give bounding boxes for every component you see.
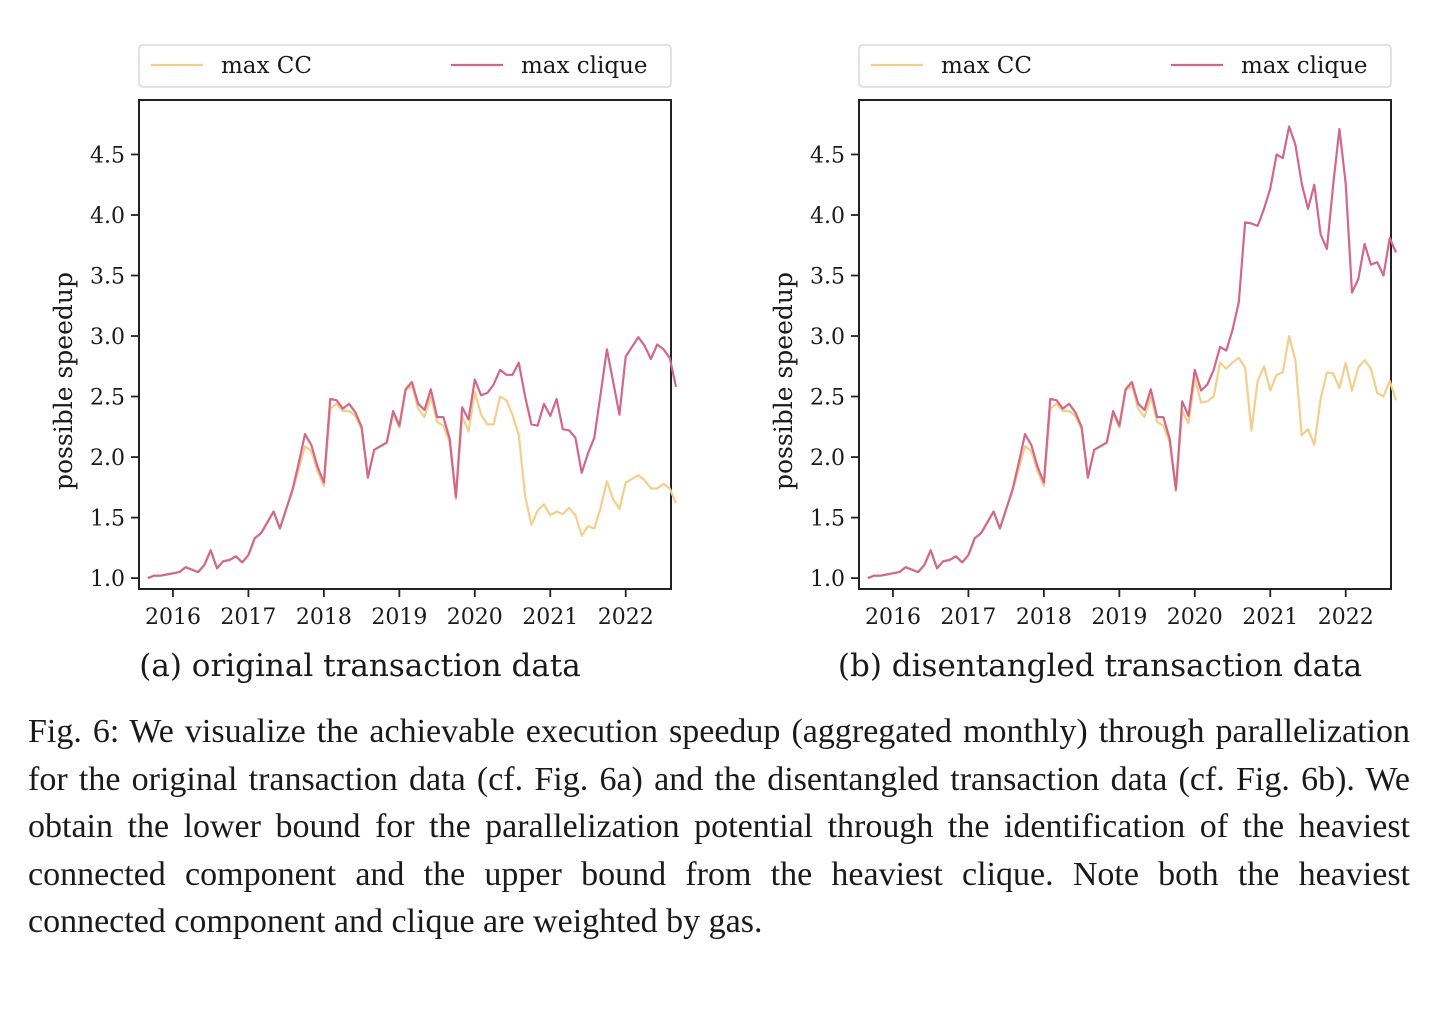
chart-b-ytick-label: 3.5 [810,265,845,290]
figure-caption-label: Fig. 6: [28,713,120,750]
chart-a-ytick-label: 4.0 [90,204,125,229]
chart-a-xtick-label: 2016 [145,605,201,630]
chart-a-legend: max CC max clique [138,44,672,88]
chart-b-ytick-label: 1.0 [810,567,845,592]
chart-b-legend-box [858,44,1392,88]
chart-b-legend-label: max clique [1241,53,1368,79]
chart-b-xtick-label: 2017 [940,605,996,630]
chart-a-ytick-label: 1.5 [90,507,125,532]
chart-b-line-max-clique [867,125,1398,580]
chart-b-xtick-label: 2016 [865,605,921,630]
chart-b-axes-frame [858,99,1392,590]
chart-a-svg: 1.0 1.5 2.0 2.5 3.0 3.5 4.0 4.5 2016 2017 2018 2019… [49,44,678,630]
chart-b-legend-label: max CC [941,53,1032,79]
chart-b-ylabel: possible speedup [769,272,798,490]
chart-a-xtick-label: 2019 [371,605,427,630]
chart-a-xtick-label: 2020 [447,605,503,630]
chart-b-grid-ticks: 1.0 1.5 2.0 2.5 3.0 3.5 4.0 4.5 2016 2017 2018 2019… [810,143,1374,630]
chart-panel-b: 1.0 1.5 2.0 2.5 3.0 3.5 4.0 4.5 2016 2017 2018 2019… [750,38,1446,638]
chart-a-xtick-label: 2022 [598,605,654,630]
chart-a-series [147,336,678,580]
chart-a-ytick-label: 3.5 [90,265,125,290]
figure-caption-text: We visualize the achievable execution sp… [28,713,1410,940]
chart-a-legend-label: max clique [521,53,648,79]
chart-b-ytick-label: 4.5 [810,143,845,168]
chart-b-ytick-label: 3.0 [810,325,845,350]
chart-a-ytick-label: 2.0 [90,446,125,471]
chart-b-ytick-label: 1.5 [810,507,845,532]
chart-b-ytick-label: 2.5 [810,386,845,411]
chart-a-frame [138,99,672,590]
chart-a-xtick-label: 2021 [522,605,578,630]
subcaption-a: (a) original transaction data [139,648,581,684]
chart-b-series [867,125,1398,580]
chart-a-line-max-clique [147,336,678,580]
chart-a-ylabel: possible speedup [49,272,78,490]
chart-b-ytick-label: 4.0 [810,204,845,229]
chart-a-legend-box [138,44,672,88]
figure-caption: Fig. 6: We visualize the achievable execu… [28,708,1410,946]
chart-b-line-max-cc [867,334,1398,580]
chart-a-ytick-label: 3.0 [90,325,125,350]
chart-a-ytick-label: 1.0 [90,567,125,592]
chart-b-svg: 1.0 1.5 2.0 2.5 3.0 3.5 4.0 4.5 2016 2017 2018 2019… [769,44,1398,630]
chart-b-ytick-label: 2.0 [810,446,845,471]
chart-b-xtick-label: 2020 [1167,605,1223,630]
chart-b-xtick-label: 2022 [1318,605,1374,630]
chart-a-ytick-label: 4.5 [90,143,125,168]
chart-b-xtick-label: 2019 [1091,605,1147,630]
chart-panel-a: 1.0 1.5 2.0 2.5 3.0 3.5 4.0 4.5 2016 2017 2018 2019… [30,38,730,638]
chart-b-legend: max CC max clique [858,44,1392,88]
chart-a-grid-ticks: 1.0 1.5 2.0 2.5 3.0 3.5 4.0 4.5 2016 2017 2018 2019… [90,143,654,630]
chart-a-xtick-label: 2017 [220,605,276,630]
chart-b-frame [858,99,1392,590]
chart-a-axes-frame [138,99,672,590]
chart-a-legend-label: max CC [221,53,312,79]
chart-b-xtick-label: 2018 [1016,605,1072,630]
chart-a-xtick-label: 2018 [296,605,352,630]
subcaption-b: (b) disentangled transaction data [837,648,1363,684]
chart-a-ytick-label: 2.5 [90,386,125,411]
chart-b-xtick-label: 2021 [1242,605,1298,630]
